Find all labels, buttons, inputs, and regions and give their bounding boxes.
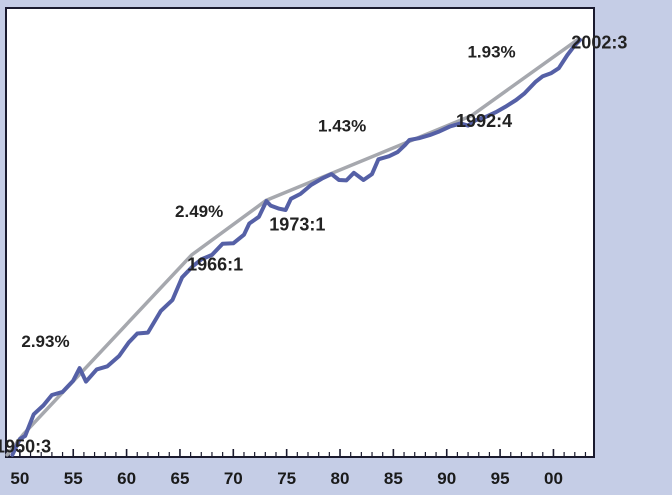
plot-area: [5, 7, 595, 458]
x-tick-label: 90: [437, 469, 456, 488]
x-tick-label: 95: [491, 469, 510, 488]
x-tick-label: 70: [224, 469, 243, 488]
x-axis-tick-labels: 50 55 60 65 70 75 80 85 90 95 00: [10, 469, 562, 488]
x-tick-label: 75: [277, 469, 296, 488]
x-tick-label: 55: [64, 469, 83, 488]
annotation-rate-1: 2.93%: [21, 332, 69, 351]
series-line-actual: [10, 37, 583, 457]
annotation-rate-4: 1.93%: [467, 42, 515, 61]
x-tick-label: 85: [384, 469, 403, 488]
annotation-pt-1950: 1950:3: [0, 437, 51, 457]
x-tick-label: 50: [10, 469, 29, 488]
x-tick-label: 00: [544, 469, 563, 488]
annotations: 1950:3 2.93% 1966:1 2.49% 1973:1 1.43% 1992:4 1…: [0, 32, 627, 456]
annotation-pt-1973: 1973:1: [269, 214, 325, 234]
series-lines: [5, 37, 583, 457]
x-tick-label: 65: [170, 469, 189, 488]
annotation-rate-3: 1.43%: [318, 116, 366, 135]
x-tick-label: 60: [117, 469, 136, 488]
annotation-rate-2: 2.49%: [175, 202, 223, 221]
annotation-pt-1992: 1992:4: [456, 111, 512, 131]
x-tick-label: 80: [331, 469, 350, 488]
annotation-pt-2002: 2002:3: [571, 32, 627, 52]
annotation-pt-1966: 1966:1: [187, 255, 243, 275]
